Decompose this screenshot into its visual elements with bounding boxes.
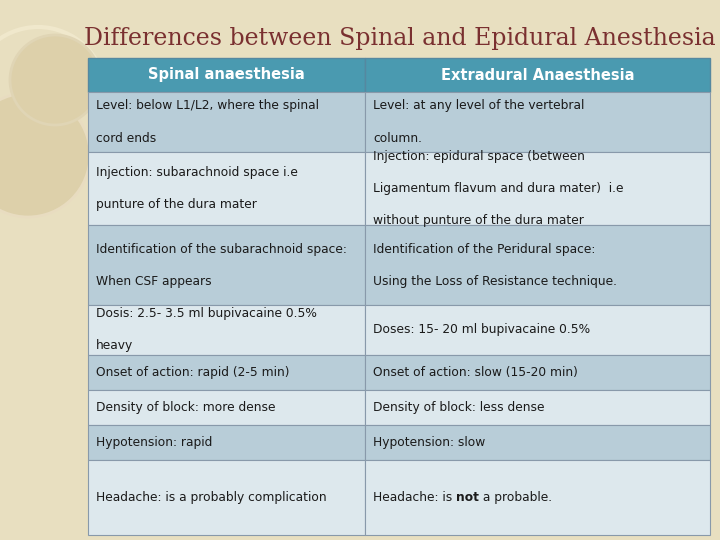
Text: Density of block: less dense: Density of block: less dense: [373, 401, 544, 414]
Bar: [88, 225, 365, 305]
Text: Level: at any level of the vertebral

column.: Level: at any level of the vertebral col…: [373, 99, 585, 145]
Bar: [88, 355, 365, 390]
Text: Headache: is a probably complication: Headache: is a probably complication: [96, 491, 327, 504]
Bar: [365, 355, 710, 390]
Text: a probable.: a probable.: [479, 491, 552, 504]
Bar: [88, 460, 365, 535]
Bar: [88, 92, 365, 152]
Text: Hypotension: rapid: Hypotension: rapid: [96, 436, 212, 449]
Bar: [365, 225, 710, 305]
Bar: [365, 305, 710, 355]
Circle shape: [10, 35, 100, 125]
Circle shape: [0, 93, 90, 217]
Bar: [365, 460, 710, 535]
Text: Differences between Spinal and Epidural Anesthesia: Differences between Spinal and Epidural …: [84, 26, 716, 50]
Text: Headache: is: Headache: is: [373, 491, 456, 504]
Text: Extradural Anaesthesia: Extradural Anaesthesia: [441, 68, 634, 83]
Bar: [365, 58, 710, 92]
Text: not: not: [456, 491, 479, 504]
Text: Dosis: 2.5- 3.5 ml bupivacaine 0.5%

heavy: Dosis: 2.5- 3.5 ml bupivacaine 0.5% heav…: [96, 307, 317, 353]
Text: Identification of the Peridural space:

Using the Loss of Resistance technique.: Identification of the Peridural space: U…: [373, 242, 617, 287]
Text: Onset of action: slow (15-20 min): Onset of action: slow (15-20 min): [373, 366, 578, 379]
Text: Injection: subarachnoid space i.e

punture of the dura mater: Injection: subarachnoid space i.e puntur…: [96, 166, 298, 211]
Text: Doses: 15- 20 ml bupivacaine 0.5%: Doses: 15- 20 ml bupivacaine 0.5%: [373, 323, 590, 336]
Text: Level: below L1/L2, where the spinal

cord ends: Level: below L1/L2, where the spinal cor…: [96, 99, 319, 145]
Bar: [88, 58, 365, 92]
Text: Hypotension: slow: Hypotension: slow: [373, 436, 485, 449]
Text: Injection: epidural space (between

Ligamentum flavum and dura mater)  i.e

with: Injection: epidural space (between Ligam…: [373, 150, 624, 227]
Bar: [365, 425, 710, 460]
Text: Identification of the subarachnoid space:

When CSF appears: Identification of the subarachnoid space…: [96, 242, 347, 287]
Bar: [88, 425, 365, 460]
Text: Onset of action: rapid (2-5 min): Onset of action: rapid (2-5 min): [96, 366, 289, 379]
Text: Density of block: more dense: Density of block: more dense: [96, 401, 276, 414]
Bar: [365, 152, 710, 225]
Text: Spinal anaesthesia: Spinal anaesthesia: [148, 68, 305, 83]
Bar: [365, 92, 710, 152]
Bar: [88, 390, 365, 425]
Bar: [88, 305, 365, 355]
Bar: [88, 152, 365, 225]
Bar: [365, 390, 710, 425]
